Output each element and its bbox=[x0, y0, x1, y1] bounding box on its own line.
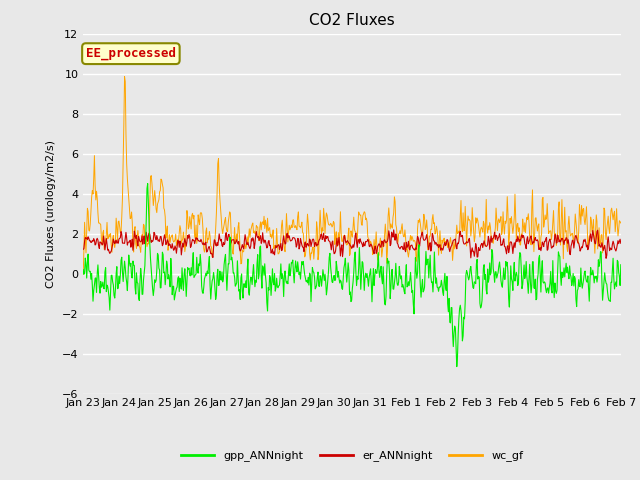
wc_gf bbox=[438, 237, 446, 243]
gpp_ANNnight bbox=[453, 364, 461, 370]
gpp_ANNnight bbox=[143, 216, 150, 221]
gpp_ANNnight bbox=[269, 266, 276, 272]
er_ANNnight bbox=[288, 237, 296, 243]
gpp_ANNnight bbox=[617, 262, 625, 267]
er_ANNnight bbox=[602, 255, 610, 261]
Legend: gpp_ANNnight, er_ANNnight, wc_gf: gpp_ANNnight, er_ANNnight, wc_gf bbox=[177, 446, 527, 466]
er_ANNnight bbox=[408, 242, 416, 248]
Line: er_ANNnight: er_ANNnight bbox=[83, 230, 621, 258]
wc_gf bbox=[121, 74, 129, 80]
wc_gf bbox=[408, 233, 416, 239]
Line: gpp_ANNnight: gpp_ANNnight bbox=[83, 183, 621, 367]
er_ANNnight bbox=[390, 227, 397, 233]
gpp_ANNnight bbox=[242, 278, 250, 284]
wc_gf bbox=[617, 220, 625, 226]
er_ANNnight bbox=[143, 229, 150, 235]
Line: wc_gf: wc_gf bbox=[83, 77, 621, 275]
er_ANNnight bbox=[241, 232, 249, 238]
wc_gf bbox=[143, 244, 151, 250]
wc_gf bbox=[289, 217, 296, 223]
er_ANNnight bbox=[268, 249, 276, 255]
er_ANNnight bbox=[617, 240, 625, 246]
er_ANNnight bbox=[79, 246, 87, 252]
Title: CO2 Fluxes: CO2 Fluxes bbox=[309, 13, 395, 28]
gpp_ANNnight bbox=[438, 282, 446, 288]
gpp_ANNnight bbox=[79, 267, 87, 273]
Y-axis label: CO2 Fluxes (urology/m2/s): CO2 Fluxes (urology/m2/s) bbox=[46, 140, 56, 288]
wc_gf bbox=[242, 246, 250, 252]
wc_gf bbox=[79, 272, 87, 277]
gpp_ANNnight bbox=[289, 257, 296, 263]
Text: EE_processed: EE_processed bbox=[86, 47, 176, 60]
er_ANNnight bbox=[438, 246, 446, 252]
wc_gf bbox=[269, 233, 276, 239]
gpp_ANNnight bbox=[144, 180, 152, 186]
gpp_ANNnight bbox=[408, 289, 416, 295]
